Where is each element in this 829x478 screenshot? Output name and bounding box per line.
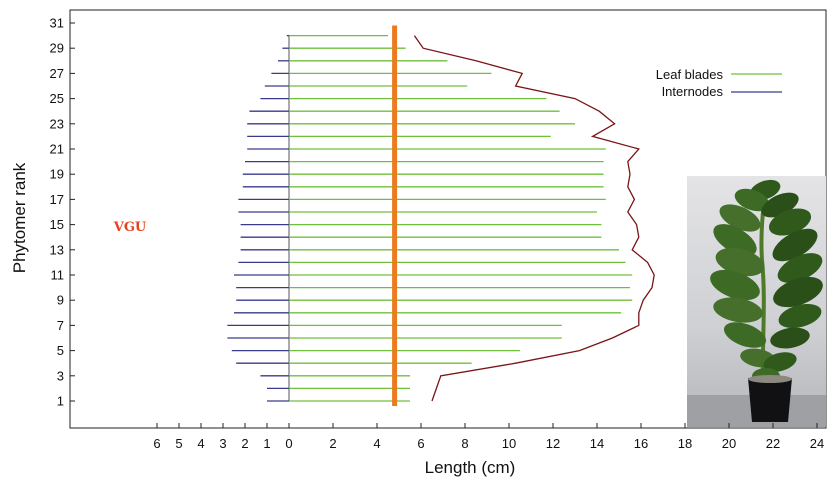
y-tick-label: 29 xyxy=(50,41,64,56)
x-tick-label: 4 xyxy=(197,436,204,451)
plant-pot xyxy=(748,378,792,422)
plant-leaf xyxy=(713,224,757,256)
plant-leaf xyxy=(715,247,765,277)
x-tick-label: 12 xyxy=(546,436,560,451)
x-tick-label: 4 xyxy=(373,436,380,451)
y-tick-label: 25 xyxy=(50,91,64,106)
y-axis-title: Phytomer rank xyxy=(10,162,29,273)
y-tick-label: 27 xyxy=(50,66,64,81)
x-tick-label: 0 xyxy=(285,436,292,451)
legend-label-internodes: Internodes xyxy=(662,84,724,99)
y-tick-label: 15 xyxy=(50,217,64,232)
x-tick-label: 20 xyxy=(722,436,736,451)
y-tick-label: 7 xyxy=(57,318,64,333)
x-tick-label: 24 xyxy=(810,436,824,451)
y-tick-label: 13 xyxy=(50,242,64,257)
plant-leaf xyxy=(773,276,823,308)
plant-leaf xyxy=(710,269,760,301)
x-tick-label: 6 xyxy=(417,436,424,451)
plant-leaf xyxy=(772,228,818,262)
x-tick-label: 1 xyxy=(263,436,270,451)
y-tick-label: 3 xyxy=(57,368,64,383)
plant-leaf xyxy=(777,253,823,283)
y-tick-label: 19 xyxy=(50,167,64,182)
y-tick-label: 17 xyxy=(50,192,64,207)
plant-leaf xyxy=(719,204,761,232)
x-axis-title: Length (cm) xyxy=(425,458,516,477)
x-tick-label: 5 xyxy=(175,436,182,451)
x-tick-label: 2 xyxy=(241,436,248,451)
y-tick-label: 31 xyxy=(50,16,64,31)
plant-leaf xyxy=(723,322,767,348)
y-tick-label: 23 xyxy=(50,116,64,131)
x-tick-label: 18 xyxy=(678,436,692,451)
y-tick-label: 1 xyxy=(57,394,64,409)
y-tick-label: 11 xyxy=(51,268,65,283)
vgu-bar xyxy=(392,25,398,407)
legend-label-leaf-blades: Leaf blades xyxy=(656,67,724,82)
plant-leaf xyxy=(763,352,797,372)
x-tick-label: 6 xyxy=(153,436,160,451)
plant-leaf xyxy=(713,297,763,323)
y-tick-label: 21 xyxy=(50,142,64,157)
y-tick-label: 9 xyxy=(57,293,64,308)
x-tick-label: 2 xyxy=(329,436,336,451)
plant-photo xyxy=(687,176,826,427)
x-tick-label: 16 xyxy=(634,436,648,451)
y-tick-label: 5 xyxy=(57,343,64,358)
x-tick-label: 3 xyxy=(219,436,226,451)
x-tick-label: 22 xyxy=(766,436,780,451)
pot-soil xyxy=(748,375,792,383)
x-tick-label: 10 xyxy=(502,436,516,451)
plant-leaf xyxy=(778,303,822,329)
x-tick-label: 14 xyxy=(590,436,604,451)
plant-leaf xyxy=(770,327,810,349)
x-tick-label: 8 xyxy=(461,436,468,451)
vgu-label: VGU xyxy=(113,220,147,235)
envelope-line xyxy=(413,35,655,402)
plant-leaf xyxy=(734,188,770,212)
plant-leaf xyxy=(768,208,812,236)
